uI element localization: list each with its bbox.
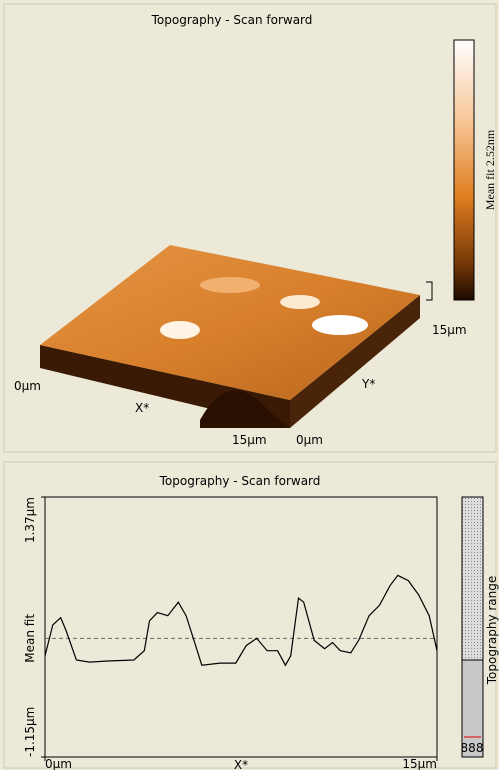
y-tick-label: -1.15µm: [23, 707, 37, 757]
afm-window: Topography - Scan forward Mean fit 2.52n…: [0, 0, 499, 770]
profile-panel: [4, 462, 496, 768]
x-end-label: 15µm: [232, 433, 267, 447]
y-axis-label: Mean fit: [23, 614, 37, 663]
x-axis-label: X*: [135, 401, 149, 415]
x-tick-label: 15µm: [402, 757, 437, 770]
surface-peak: [280, 295, 320, 309]
x-axis-label: X*: [234, 758, 248, 770]
surface-peak: [312, 315, 368, 335]
colorbar: [454, 40, 474, 300]
surface-peak: [160, 321, 200, 339]
y-start-label: 0µm: [296, 433, 323, 447]
y-axis-label: Y*: [361, 377, 375, 391]
x-start-label: 0µm: [14, 379, 41, 393]
colorbar-label: Mean fit 2.52nm: [483, 129, 497, 210]
range-bar-fill: [462, 497, 483, 660]
x-tick-label: 0µm: [45, 757, 72, 770]
y-tick-label: 1.37µm: [23, 497, 37, 543]
range-label: Topography range: [485, 576, 499, 686]
top-title: Topography - Scan forward: [151, 13, 313, 27]
range-readout: 888: [461, 741, 484, 755]
y-end-label: 15µm: [432, 323, 467, 337]
profile-title: Topography - Scan forward: [159, 474, 321, 488]
surface-ridge: [200, 277, 260, 293]
